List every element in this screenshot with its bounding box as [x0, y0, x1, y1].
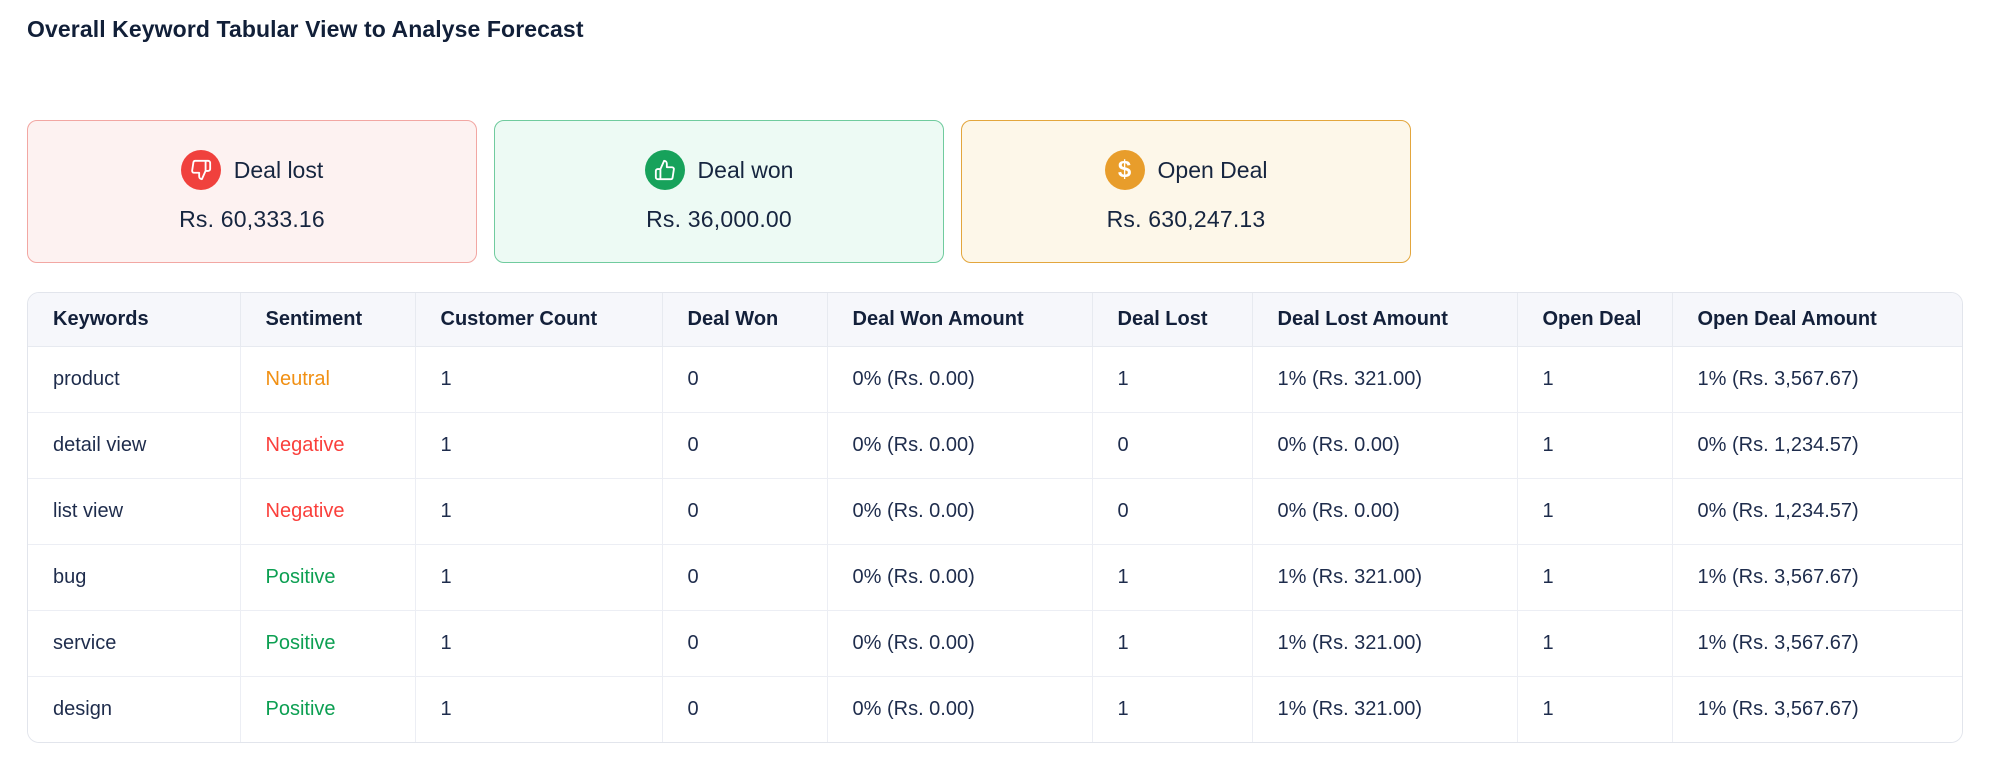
- table-row: design Positive 1 0 0% (Rs. 0.00) 1 1% (Rs. 32…: [28, 676, 1962, 742]
- column-header-sentiment: Sentiment: [240, 293, 416, 347]
- cell-deal-lost-amount: 1% (Rs. 321.00): [1252, 676, 1518, 742]
- cell-open-deal-amount: 1% (Rs. 3,567.67): [1672, 676, 1962, 742]
- forecast-page: Overall Keyword Tabular View to Analyse …: [27, 16, 2000, 743]
- table-header-row: Keywords Sentiment Customer Count Deal W…: [28, 293, 1962, 347]
- column-header-deal-lost-amount: Deal Lost Amount: [1252, 293, 1518, 347]
- open-deal-label: Open Deal: [1157, 156, 1268, 183]
- table-row: bug Positive 1 0 0% (Rs. 0.00) 1 1% (Rs. 321.0…: [28, 544, 1962, 611]
- cell-deal-lost: 0: [1092, 478, 1253, 545]
- keyword-forecast-table: Keywords Sentiment Customer Count Deal W…: [28, 293, 1962, 742]
- cell-deal-won-amount: 0% (Rs. 0.00): [827, 412, 1093, 479]
- table-row: detail view Negative 1 0 0% (Rs. 0.00) 0 0% (R…: [28, 412, 1962, 479]
- cell-deal-won-amount: 0% (Rs. 0.00): [827, 346, 1093, 413]
- keyword-forecast-table-container: Keywords Sentiment Customer Count Deal W…: [27, 292, 1963, 743]
- cell-deal-lost: 1: [1092, 544, 1253, 611]
- cell-open-deal: 1: [1517, 676, 1673, 742]
- cell-open-deal-amount: 1% (Rs. 3,567.67): [1672, 610, 1962, 677]
- column-header-open-deal-amount: Open Deal Amount: [1672, 293, 1962, 347]
- column-header-deal-won-amount: Deal Won Amount: [827, 293, 1093, 347]
- table-row: product Neutral 1 0 0% (Rs. 0.00) 1 1% (Rs. 32…: [28, 346, 1962, 413]
- open-deal-card: $ Open Deal Rs. 630,247.13: [961, 120, 1411, 263]
- cell-customer-count: 1: [415, 544, 663, 611]
- column-header-open-deal: Open Deal: [1517, 293, 1673, 347]
- cell-keyword: bug: [28, 544, 241, 611]
- thumbs-up-icon: [644, 150, 685, 190]
- cell-open-deal: 1: [1517, 346, 1673, 413]
- cell-deal-lost-amount: 0% (Rs. 0.00): [1252, 412, 1518, 479]
- cell-keyword: detail view: [28, 412, 241, 479]
- cell-deal-won-amount: 0% (Rs. 0.00): [827, 544, 1093, 611]
- deal-lost-card: Deal lost Rs. 60,333.16: [27, 120, 477, 263]
- cell-sentiment: Neutral: [240, 346, 416, 413]
- cell-keyword: service: [28, 610, 241, 677]
- cell-deal-won: 0: [662, 610, 828, 677]
- cell-deal-won: 0: [662, 544, 828, 611]
- cell-deal-lost-amount: 1% (Rs. 321.00): [1252, 610, 1518, 677]
- cell-open-deal: 1: [1517, 610, 1673, 677]
- column-header-keywords: Keywords: [28, 293, 241, 347]
- cell-deal-won-amount: 0% (Rs. 0.00): [827, 676, 1093, 742]
- column-header-deal-lost: Deal Lost: [1092, 293, 1253, 347]
- cell-customer-count: 1: [415, 346, 663, 413]
- column-header-deal-won: Deal Won: [662, 293, 828, 347]
- cell-customer-count: 1: [415, 676, 663, 742]
- cell-deal-lost-amount: 1% (Rs. 321.00): [1252, 544, 1518, 611]
- cell-keyword: list view: [28, 478, 241, 545]
- cell-open-deal-amount: 1% (Rs. 3,567.67): [1672, 544, 1962, 611]
- cell-deal-lost-amount: 0% (Rs. 0.00): [1252, 478, 1518, 545]
- open-deal-card-header: $ Open Deal: [1104, 150, 1268, 190]
- summary-cards: Deal lost Rs. 60,333.16 Deal won Rs. 36,…: [27, 120, 2000, 263]
- cell-keyword: product: [28, 346, 241, 413]
- deal-lost-value: Rs. 60,333.16: [179, 206, 325, 232]
- cell-deal-lost-amount: 1% (Rs. 321.00): [1252, 346, 1518, 413]
- deal-lost-label: Deal lost: [233, 156, 324, 183]
- page-title: Overall Keyword Tabular View to Analyse …: [27, 16, 584, 42]
- cell-open-deal-amount: 1% (Rs. 3,567.67): [1672, 346, 1962, 413]
- cell-sentiment: Negative: [240, 478, 416, 545]
- cell-deal-lost: 1: [1092, 676, 1253, 742]
- cell-open-deal-amount: 0% (Rs. 1,234.57): [1672, 478, 1962, 545]
- cell-deal-won: 0: [662, 676, 828, 742]
- thumbs-down-icon: [180, 150, 221, 190]
- column-header-customer-count: Customer Count: [415, 293, 663, 347]
- cell-deal-lost: 1: [1092, 610, 1253, 677]
- cell-deal-won: 0: [662, 412, 828, 479]
- cell-sentiment: Positive: [240, 676, 416, 742]
- cell-open-deal: 1: [1517, 544, 1673, 611]
- open-deal-value: Rs. 630,247.13: [1106, 206, 1266, 232]
- table-row: list view Negative 1 0 0% (Rs. 0.00) 0 0% (Rs.…: [28, 478, 1962, 545]
- table-row: service Positive 1 0 0% (Rs. 0.00) 1 1% (Rs. 3…: [28, 610, 1962, 677]
- deal-won-card: Deal won Rs. 36,000.00: [494, 120, 944, 263]
- deal-won-value: Rs. 36,000.00: [646, 206, 792, 232]
- cell-deal-lost: 0: [1092, 412, 1253, 479]
- cell-sentiment: Positive: [240, 544, 416, 611]
- cell-deal-won: 0: [662, 478, 828, 545]
- cell-sentiment: Negative: [240, 412, 416, 479]
- dollar-icon: $: [1104, 150, 1145, 190]
- deal-won-label: Deal won: [697, 156, 794, 183]
- cell-open-deal-amount: 0% (Rs. 1,234.57): [1672, 412, 1962, 479]
- cell-customer-count: 1: [415, 610, 663, 677]
- cell-deal-won-amount: 0% (Rs. 0.00): [827, 610, 1093, 677]
- cell-customer-count: 1: [415, 478, 663, 545]
- cell-deal-lost: 1: [1092, 346, 1253, 413]
- cell-deal-won: 0: [662, 346, 828, 413]
- cell-customer-count: 1: [415, 412, 663, 479]
- cell-open-deal: 1: [1517, 412, 1673, 479]
- cell-open-deal: 1: [1517, 478, 1673, 545]
- deal-won-card-header: Deal won: [644, 150, 794, 190]
- cell-deal-won-amount: 0% (Rs. 0.00): [827, 478, 1093, 545]
- cell-sentiment: Positive: [240, 610, 416, 677]
- deal-lost-card-header: Deal lost: [180, 150, 324, 190]
- cell-keyword: design: [28, 676, 241, 742]
